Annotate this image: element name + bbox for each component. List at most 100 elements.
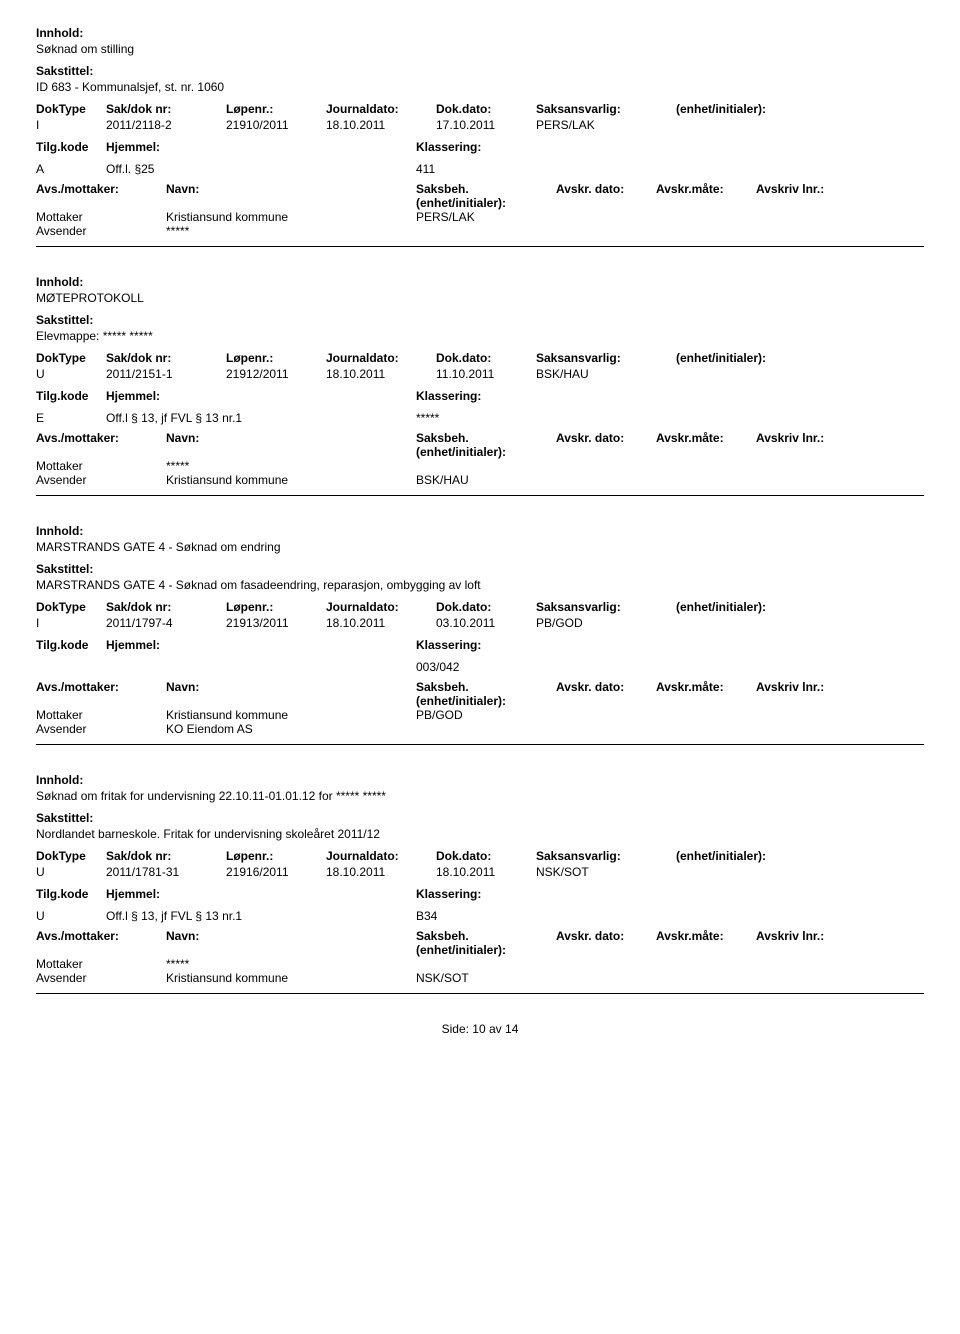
enhet-val	[676, 118, 826, 132]
lopenr-hdr: Løpenr.:	[226, 351, 326, 365]
party-avskrivlnr	[756, 957, 856, 971]
party-row: Avsender Kristiansund kommune NSK/SOT	[36, 971, 924, 985]
party-role: Avsender	[36, 473, 166, 487]
journal-record: Innhold: Søknad om stilling Sakstittel: …	[36, 26, 924, 247]
tilgkode-val	[36, 660, 106, 674]
avskrmate-hdr: Avskr.måte:	[656, 431, 756, 459]
doktype-hdr: DokType	[36, 351, 106, 365]
sakdoknr-val: 2011/2118-2	[106, 118, 226, 132]
tilg-header-row: Tilg.kode Hjemmel: Klassering:	[36, 885, 924, 903]
hjemmel-hdr: Hjemmel:	[106, 140, 416, 154]
tilg-header-row: Tilg.kode Hjemmel: Klassering:	[36, 138, 924, 156]
avskrivlnr-hdr: Avskriv lnr.:	[756, 431, 856, 459]
side-label: Side:	[442, 1022, 469, 1036]
party-role: Mottaker	[36, 210, 166, 224]
dok-value-row: U 2011/1781-31 21916/2011 18.10.2011 18.…	[36, 865, 924, 879]
avsmottaker-hdr: Avs./mottaker:	[36, 182, 166, 210]
enhet-hdr: (enhet/initialer):	[676, 102, 826, 116]
dok-value-row: I 2011/2118-2 21910/2011 18.10.2011 17.1…	[36, 118, 924, 132]
innhold-label: Innhold:	[36, 524, 924, 538]
dok-header-row: DokType Sak/dok nr: Løpenr.: Journaldato…	[36, 102, 924, 116]
sakdoknr-val: 2011/2151-1	[106, 367, 226, 381]
party-avskrivlnr	[756, 722, 856, 736]
sakstittel-label: Sakstittel:	[36, 562, 924, 576]
party-navn: *****	[166, 459, 416, 473]
dok-header-row: DokType Sak/dok nr: Løpenr.: Journaldato…	[36, 351, 924, 365]
party-saksbeh: NSK/SOT	[416, 971, 556, 985]
tilgkode-hdr: Tilg.kode	[36, 638, 106, 652]
hjemmel-hdr: Hjemmel:	[106, 887, 416, 901]
party-navn: Kristiansund kommune	[166, 210, 416, 224]
enhet-val	[676, 865, 826, 879]
saksbeh-hdr: Saksbeh.(enhet/initialer):	[416, 680, 556, 708]
sakstittel-label: Sakstittel:	[36, 64, 924, 78]
lopenr-val: 21910/2011	[226, 118, 326, 132]
klassering-hdr: Klassering:	[416, 140, 616, 154]
journal-record: Innhold: Søknad om fritak for undervisni…	[36, 773, 924, 994]
avskrdato-hdr: Avskr. dato:	[556, 680, 656, 708]
tilgkode-hdr: Tilg.kode	[36, 140, 106, 154]
party-header-row: Avs./mottaker: Navn: Saksbeh.(enhet/init…	[36, 929, 924, 957]
tilg-value-row: 003/042	[36, 660, 924, 674]
party-avskrivlnr	[756, 224, 856, 238]
innhold-value: MARSTRANDS GATE 4 - Søknad om endring	[36, 540, 924, 554]
journaldato-hdr: Journaldato:	[326, 600, 436, 614]
sakdoknr-hdr: Sak/dok nr:	[106, 102, 226, 116]
party-role: Mottaker	[36, 708, 166, 722]
sakstittel-value: Elevmappe: ***** *****	[36, 329, 924, 343]
avskrdato-hdr: Avskr. dato:	[556, 431, 656, 459]
party-saksbeh: BSK/HAU	[416, 473, 556, 487]
doktype-val: I	[36, 118, 106, 132]
party-avskrmate	[656, 708, 756, 722]
lopenr-val: 21916/2011	[226, 865, 326, 879]
party-avskrmate	[656, 210, 756, 224]
innhold-value: Søknad om stilling	[36, 42, 924, 56]
party-saksbeh	[416, 224, 556, 238]
hjemmel-hdr: Hjemmel:	[106, 638, 416, 652]
tilgkode-val: A	[36, 162, 106, 176]
doktype-hdr: DokType	[36, 849, 106, 863]
hjemmel-val	[106, 660, 416, 674]
avsmottaker-hdr: Avs./mottaker:	[36, 680, 166, 708]
avsmottaker-hdr: Avs./mottaker:	[36, 929, 166, 957]
lopenr-val: 21912/2011	[226, 367, 326, 381]
enhet-hdr: (enhet/initialer):	[676, 849, 826, 863]
party-avskrdato	[556, 210, 656, 224]
klassering-hdr: Klassering:	[416, 887, 616, 901]
party-role: Mottaker	[36, 957, 166, 971]
navn-hdr: Navn:	[166, 929, 416, 957]
party-row: Avsender KO Eiendom AS	[36, 722, 924, 736]
party-navn: Kristiansund kommune	[166, 708, 416, 722]
saksansvarlig-hdr: Saksansvarlig:	[536, 600, 676, 614]
parties-container: Mottaker ***** Avsender Kristiansund kom…	[36, 459, 924, 487]
record-separator	[36, 246, 924, 247]
avskrmate-hdr: Avskr.måte:	[656, 680, 756, 708]
party-header-row: Avs./mottaker: Navn: Saksbeh.(enhet/init…	[36, 182, 924, 210]
dok-header-row: DokType Sak/dok nr: Løpenr.: Journaldato…	[36, 600, 924, 614]
party-navn: Kristiansund kommune	[166, 971, 416, 985]
saksbeh-hdr: Saksbeh.(enhet/initialer):	[416, 431, 556, 459]
enhet-val	[676, 367, 826, 381]
navn-hdr: Navn:	[166, 182, 416, 210]
sakstittel-value: Nordlandet barneskole. Fritak for underv…	[36, 827, 924, 841]
party-role: Avsender	[36, 224, 166, 238]
tilg-value-row: E Off.l § 13, jf FVL § 13 nr.1 *****	[36, 411, 924, 425]
saksbeh-hdr: Saksbeh.(enhet/initialer):	[416, 929, 556, 957]
klassering-hdr: Klassering:	[416, 389, 616, 403]
party-avskrivlnr	[756, 210, 856, 224]
party-header-row: Avs./mottaker: Navn: Saksbeh.(enhet/init…	[36, 680, 924, 708]
page-total: 14	[505, 1022, 518, 1036]
sakdoknr-val: 2011/1781-31	[106, 865, 226, 879]
saksansvarlig-hdr: Saksansvarlig:	[536, 351, 676, 365]
party-row: Mottaker Kristiansund kommune PB/GOD	[36, 708, 924, 722]
tilgkode-val: E	[36, 411, 106, 425]
dokdato-hdr: Dok.dato:	[436, 600, 536, 614]
saksansvarlig-val: BSK/HAU	[536, 367, 676, 381]
party-avskrdato	[556, 473, 656, 487]
sakstittel-value: MARSTRANDS GATE 4 - Søknad om fasadeendr…	[36, 578, 924, 592]
dokdato-val: 03.10.2011	[436, 616, 536, 630]
party-avskrivlnr	[756, 459, 856, 473]
avsmottaker-hdr: Avs./mottaker:	[36, 431, 166, 459]
klassering-val: *****	[416, 411, 616, 425]
journaldato-hdr: Journaldato:	[326, 102, 436, 116]
